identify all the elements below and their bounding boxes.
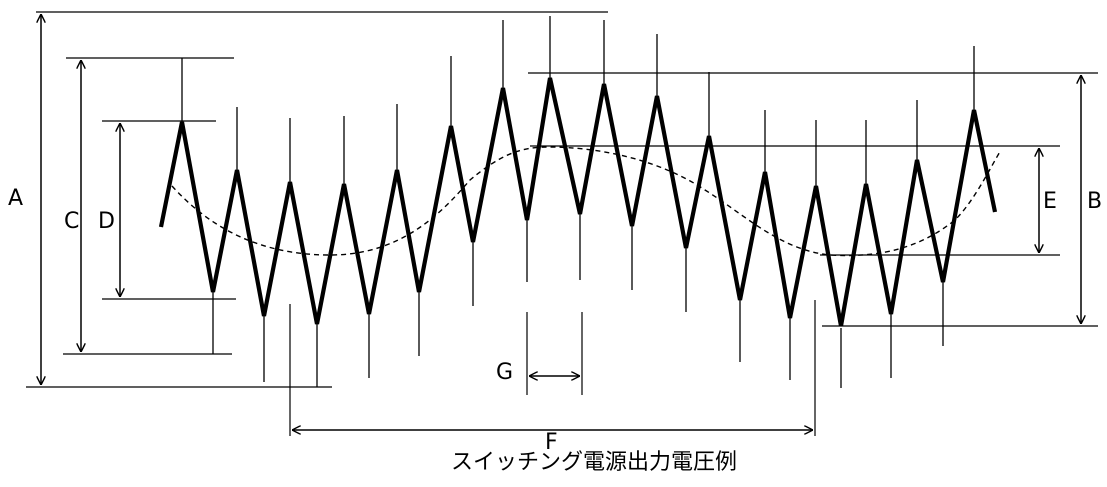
figure-caption: スイッチング電源出力電圧例 bbox=[451, 450, 738, 475]
dimension-arrows bbox=[41, 14, 1081, 430]
label-a: A bbox=[8, 186, 24, 211]
label-c: C bbox=[64, 209, 80, 234]
label-e: E bbox=[1043, 189, 1057, 214]
low-frequency-ripple-curve bbox=[171, 146, 1002, 257]
label-d: D bbox=[98, 209, 115, 234]
extension-lines bbox=[26, 11, 1098, 436]
label-f: F bbox=[545, 430, 558, 455]
switching-spikes bbox=[181, 16, 975, 388]
switching-ripple-waveform bbox=[158, 77, 998, 327]
label-g: G bbox=[496, 360, 514, 385]
label-b: B bbox=[1087, 189, 1103, 214]
